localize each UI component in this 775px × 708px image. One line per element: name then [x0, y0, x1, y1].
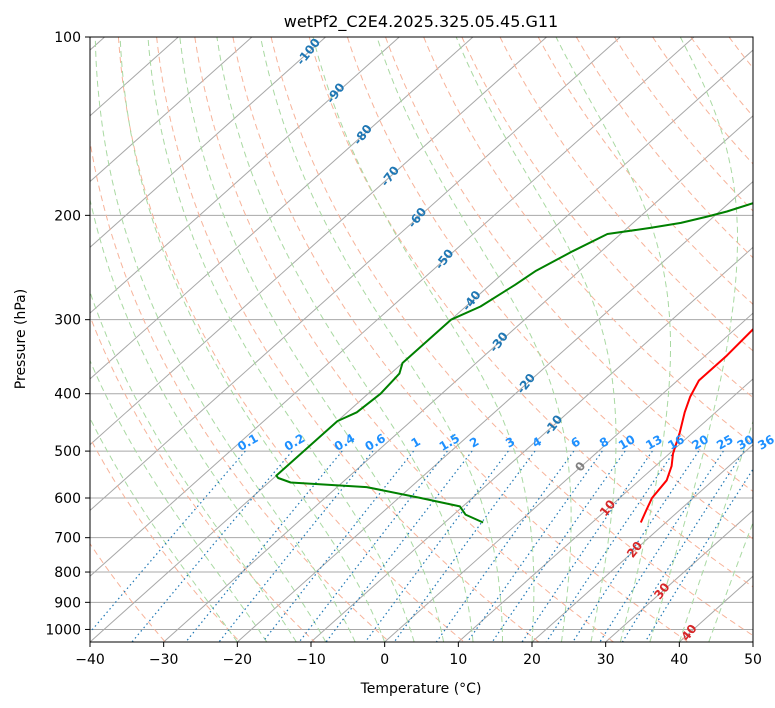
y-tick-label: 800	[54, 565, 81, 581]
mixing-ratio-line	[90, 450, 246, 634]
x-tick-label: −30	[149, 652, 179, 668]
isotherm-line	[90, 37, 326, 249]
moist-adiabat	[90, 290, 297, 642]
mixing-ratio-line	[364, 450, 509, 642]
dry-adiabat	[423, 37, 753, 445]
moist-adiabat	[147, 37, 415, 642]
isotherm-line	[458, 378, 753, 642]
isotherm-line	[605, 509, 753, 642]
chart-title: wetPf2_C2E4.2025.325.05.45.G11	[284, 12, 558, 32]
mixing-ratio-line	[572, 450, 700, 642]
y-axis-label: Pressure (hPa)	[13, 289, 29, 389]
mixing-ratio-line	[325, 450, 473, 642]
moist-adiabat	[708, 521, 753, 642]
y-tick-label: 400	[54, 387, 81, 403]
x-tick-label: −20	[223, 652, 253, 668]
grid-layer	[90, 37, 753, 642]
x-tick-label: 20	[523, 652, 541, 668]
isotherm-line	[531, 444, 753, 642]
y-tick-label: 600	[54, 491, 81, 507]
isotherm-line	[90, 37, 400, 314]
isotherm-line	[310, 246, 753, 642]
y-tick-label: 1000	[45, 622, 81, 638]
dry-adiabat	[117, 37, 465, 642]
dry-adiabat	[385, 37, 753, 492]
isotherm-line	[237, 180, 753, 642]
x-tick-label: 0	[380, 652, 389, 668]
moist-adiabat	[678, 419, 753, 642]
moist-adiabat	[555, 37, 671, 642]
y-tick-label: 200	[54, 208, 81, 224]
mixing-ratio-label: 36	[755, 432, 775, 452]
mixing-ratio-line	[393, 450, 536, 642]
y-tick-label: 100	[54, 30, 81, 46]
temperature-profile-line	[639, 327, 753, 523]
moist-adiabat	[455, 37, 617, 642]
series-layer	[275, 202, 753, 524]
x-tick-label: 40	[670, 652, 688, 668]
dry-adiabat	[270, 37, 753, 637]
dry-adiabat	[90, 542, 166, 642]
isotherm-line	[90, 37, 695, 577]
isotherm-line	[163, 115, 753, 642]
x-axis-ticks: −40 −30 −20 −10 0 10 20 30 40 50	[75, 642, 762, 668]
plot-frame	[89, 36, 754, 643]
y-axis-ticks: 100 200 300 400 500 600 700 800 900 1000	[45, 30, 90, 638]
moist-adiabat	[260, 37, 503, 642]
dry-adiabat	[90, 437, 241, 642]
y-tick-label: 500	[54, 444, 81, 460]
dry-adiabat	[308, 37, 753, 588]
dry-adiabat	[232, 37, 689, 642]
moist-adiabat	[90, 197, 327, 642]
moist-adiabat	[94, 37, 356, 642]
y-tick-label: 700	[54, 531, 81, 547]
moist-adiabat	[216, 37, 474, 642]
mixing-ratio-line	[218, 450, 374, 642]
x-tick-label: 50	[744, 652, 762, 668]
x-tick-label: −10	[296, 652, 326, 668]
x-axis-label: Temperature (°C)	[360, 681, 482, 697]
moist-adiabat	[649, 37, 738, 642]
dry-adiabat	[346, 37, 753, 540]
mixing-ratio-line	[621, 450, 745, 642]
moist-adiabat	[90, 417, 238, 642]
y-tick-label: 900	[54, 595, 81, 611]
dry-adiabat	[90, 314, 316, 642]
moist-adiabat	[312, 37, 535, 642]
mixing-ratio-line	[185, 450, 343, 642]
isotherm-line	[90, 37, 253, 183]
mixing-ratio-line	[545, 450, 675, 642]
x-tick-label: 30	[597, 652, 615, 668]
mixing-ratio-line	[262, 450, 415, 642]
moist-adiabat	[90, 359, 268, 642]
dry-adiabat	[499, 37, 753, 352]
moist-adiabat	[119, 37, 386, 642]
isotherm-line	[384, 312, 753, 642]
x-tick-label: −40	[75, 652, 105, 668]
isotherm-line	[90, 37, 621, 512]
x-tick-label: 10	[449, 652, 467, 668]
dry-adiabat	[537, 37, 753, 305]
mixing-ratio-line	[521, 450, 653, 642]
dry-adiabat	[156, 37, 540, 642]
moist-adiabat	[179, 37, 445, 642]
y-tick-label: 300	[54, 313, 81, 329]
dewpoint-profile-line	[275, 202, 753, 524]
isotherm-line	[90, 37, 474, 380]
moist-adiabat	[376, 37, 572, 642]
mixing-ratio-line	[298, 450, 448, 642]
isotherm-line	[90, 37, 547, 446]
